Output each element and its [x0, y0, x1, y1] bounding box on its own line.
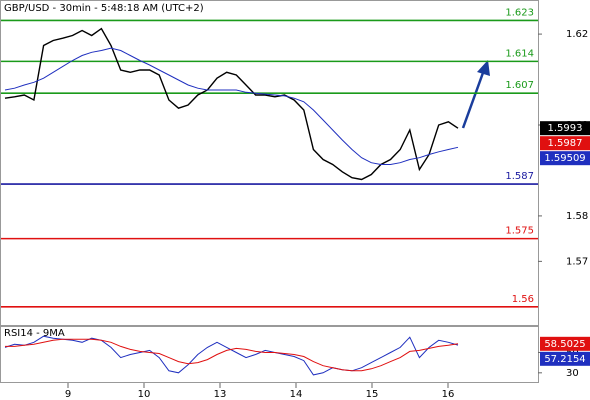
value-box-label: 57.2154	[544, 354, 585, 365]
series-line	[4, 47, 459, 165]
value-box	[540, 136, 590, 151]
y-tick-label: 1.58	[566, 211, 588, 222]
value-box-label: 1.59509	[544, 153, 585, 164]
level-label: 1.575	[505, 226, 534, 237]
y-tick-label: 1.57	[566, 256, 588, 267]
value-box-label: 1.5987	[548, 138, 583, 149]
x-tick-label: 15	[366, 389, 379, 400]
value-box	[540, 151, 590, 166]
x-tick-label: 13	[214, 389, 227, 400]
level-label: 1.614	[505, 48, 534, 59]
rsi-panel	[0, 326, 539, 383]
trend-arrow	[461, 60, 490, 129]
x-tick-label: 16	[442, 389, 455, 400]
rsi-title: RSI14 - 9MA	[4, 328, 65, 339]
y-tick-label: 1.62	[566, 29, 588, 40]
x-tick-label: 14	[290, 389, 303, 400]
main-panel	[0, 0, 539, 326]
y-tick-label: 30	[566, 368, 579, 379]
value-box	[540, 336, 590, 351]
series-line	[4, 27, 459, 181]
level-label: 1.623	[505, 7, 534, 18]
x-tick-label: 9	[65, 389, 71, 400]
series-line	[5, 338, 459, 372]
value-box	[540, 351, 590, 366]
chart-title: GBP/USD - 30min - 5:48:18 AM (UTC+2)	[4, 3, 204, 14]
value-box	[540, 121, 590, 136]
level-label: 1.56	[512, 294, 534, 305]
level-label: 1.587	[505, 171, 534, 182]
x-tick-label: 10	[138, 389, 151, 400]
value-box-label: 58.5025	[544, 339, 585, 350]
series-line	[4, 335, 459, 376]
level-label: 1.607	[505, 80, 534, 91]
value-box-label: 1.5993	[548, 123, 583, 134]
